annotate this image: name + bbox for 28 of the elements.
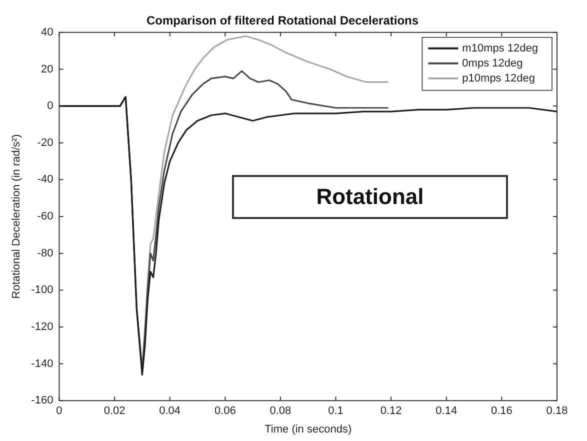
y-tick-label: -160 (31, 394, 54, 407)
x-tick-label: 0.12 (380, 405, 402, 418)
x-tick-label: 0.16 (490, 405, 512, 418)
legend-label: p10mps 12deg (462, 72, 535, 84)
y-tick-label: -60 (37, 210, 54, 223)
x-tick-label: 0.14 (436, 405, 458, 418)
x-tick-label: 0.1 (328, 405, 344, 418)
x-tick-label: 0.02 (104, 405, 126, 418)
x-tick-label: 0.04 (159, 405, 181, 418)
y-axis-title: Rotational Deceleration (in rad/s²) (10, 134, 23, 299)
y-tick-label: 0 (47, 100, 54, 112)
y-tick-label: -40 (37, 174, 54, 186)
y-tick-label: -120 (31, 320, 54, 333)
x-tick-label: 0.06 (214, 405, 236, 418)
y-tick-label: -20 (37, 136, 54, 149)
y-tick-label: 40 (40, 26, 54, 38)
x-axis-title: Time (in seconds) (264, 423, 352, 436)
label-box: Rotational (232, 175, 508, 219)
legend-label: m10mps 12deg (462, 42, 538, 54)
legend-label: 0mps 12deg (462, 57, 523, 70)
y-tick-label: -140 (31, 358, 54, 370)
chart-title: Comparison of filtered Rotational Decelerations (146, 14, 419, 28)
x-tick-label: 0.08 (270, 405, 292, 418)
x-tick-label: 0.18 (546, 405, 568, 418)
y-tick-label: 20 (40, 63, 54, 76)
y-tick-label: -100 (31, 284, 54, 296)
x-tick-label: 0 (56, 405, 62, 418)
y-tick-label: -80 (37, 247, 54, 260)
